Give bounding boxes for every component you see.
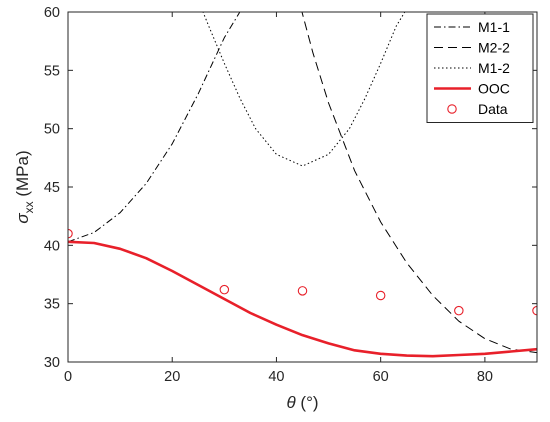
y-axis-label: σxx (MPa) [13, 150, 36, 223]
legend-item-m1-1: M1-1 [434, 19, 510, 35]
series-m1-2-line [202, 12, 406, 167]
legend-label: Data [478, 101, 508, 117]
plot-lines [68, 12, 537, 358]
legend-item-m2-2: M2-2 [434, 40, 510, 56]
y-axis-unit: (MPa) [13, 150, 32, 201]
y-tick-label: 35 [44, 297, 60, 313]
data-point [219, 284, 230, 295]
legend-item-data: Data [447, 101, 508, 117]
x-axis-label: θ (°) [286, 393, 318, 412]
legend-swatch [447, 104, 457, 114]
x-axis-unit: (°) [296, 393, 319, 412]
legend-label: M2-2 [478, 40, 510, 56]
x-axis: 0 20 40 60 80 [64, 12, 493, 385]
x-tick-label: 60 [373, 369, 389, 385]
x-tick-label: 20 [164, 369, 180, 385]
y-tick-label: 45 [44, 180, 60, 196]
data-point [297, 286, 308, 296]
series-m1-1-line [68, 12, 241, 243]
y-tick-label: 30 [44, 355, 60, 371]
y-tick-label: 40 [44, 238, 60, 254]
legend-box [426, 13, 534, 123]
legend-item-ooc: OOC [434, 81, 510, 97]
legend-item-m1-2: M1-2 [434, 60, 510, 76]
legend-label: M1-1 [478, 19, 510, 35]
data-point [454, 305, 464, 316]
y-axis-subscript: xx [22, 201, 36, 213]
legend-label: OOC [478, 81, 510, 97]
x-axis-symbol: θ [286, 393, 296, 412]
series-ooc-line [68, 240, 537, 358]
x-tick-label: 0 [64, 369, 72, 385]
x-tick-label: 40 [268, 369, 284, 385]
y-axis-symbol: σ [13, 213, 32, 224]
legend: M1-1 M2-2 M1-2 OOC Data [426, 13, 534, 123]
x-tick-label: 80 [477, 369, 493, 385]
data-point [375, 290, 386, 301]
series-m2-2-line [301, 12, 537, 354]
legend-label: M1-2 [478, 60, 510, 76]
y-axis: 30 35 40 45 50 55 60 [44, 5, 537, 371]
y-tick-label: 55 [44, 63, 60, 79]
data-point [68, 228, 73, 239]
y-tick-label: 60 [44, 5, 60, 21]
y-tick-label: 50 [44, 122, 60, 138]
